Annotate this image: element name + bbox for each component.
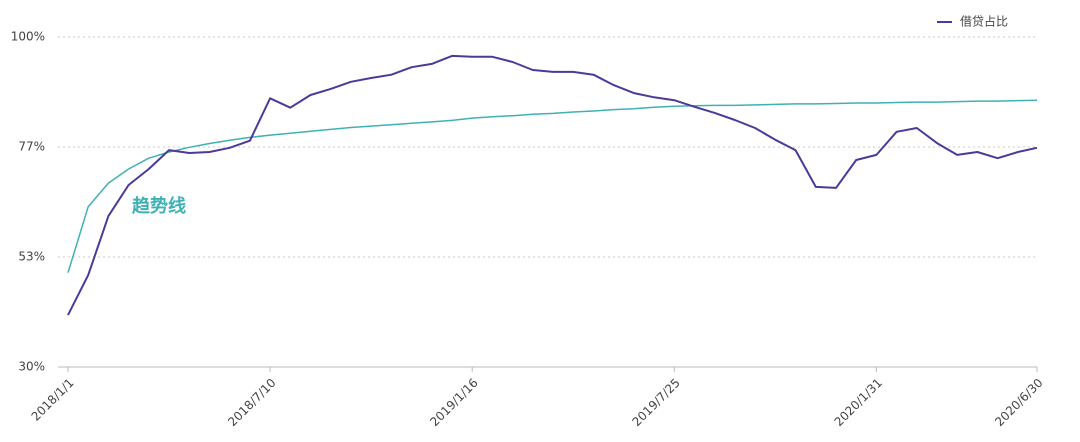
- x-tick-label: 2020/1/31: [832, 376, 885, 429]
- x-tick-label: 2018/1/1: [29, 376, 77, 424]
- y-tick-label: 30%: [18, 360, 45, 374]
- x-tick-label: 2018/7/10: [225, 376, 278, 429]
- series-line: [67, 99, 1038, 273]
- y-tick-label: 77%: [18, 139, 45, 153]
- x-tick-label: 2019/1/16: [427, 376, 480, 429]
- x-tick-label: 2019/7/25: [629, 376, 682, 429]
- series-label: 趋势线: [132, 195, 186, 217]
- y-tick-label: 53%: [18, 250, 45, 264]
- x-tick-label: 2020/6/30: [992, 376, 1045, 429]
- y-tick-label: 100%: [11, 30, 45, 44]
- series-line: [67, 54, 1038, 316]
- legend-label: 借贷占比: [960, 14, 1008, 29]
